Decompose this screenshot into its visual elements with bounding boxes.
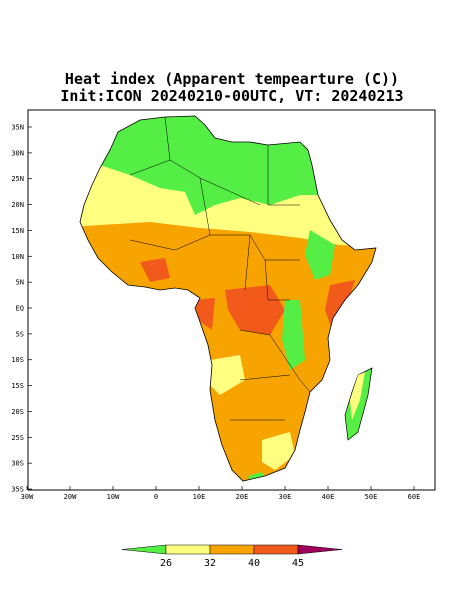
subtitle: Init:ICON 20240210-00UTC, VT: 20240213 — [60, 87, 403, 105]
lon-label: 30W — [21, 493, 34, 501]
colorbar-segment — [121, 544, 167, 555]
lat-label: 30N — [11, 149, 24, 157]
colorbar: 26 32 40 45 — [121, 544, 343, 569]
lon-label: 10E — [193, 493, 206, 501]
lon-label: 0 — [154, 493, 158, 501]
lon-label: 20W — [64, 493, 77, 501]
lon-label: 40E — [322, 493, 335, 501]
colorbar-label: 26 — [160, 558, 172, 569]
axes: 35N 30N 25N 20N 15N 10N 5N EQ 5S 10S 15S 20S 25S 30S 3… — [11, 124, 420, 502]
lat-label: 10N — [11, 253, 24, 261]
borders — [129, 116, 311, 421]
lat-label: 35S — [11, 486, 24, 494]
colorbar-label: 32 — [204, 558, 216, 569]
lon-label: 50E — [365, 493, 378, 501]
lon-label: 20E — [236, 493, 249, 501]
lat-label: 35N — [11, 124, 24, 132]
lat-label: 20N — [11, 201, 24, 209]
colorbar-label: 45 — [292, 558, 304, 569]
colorbar-segment — [209, 544, 255, 555]
title: Heat index (Apparent tempearture (C)) — [65, 70, 399, 88]
lon-label: 30E — [279, 493, 292, 501]
lat-label: EQ — [16, 305, 24, 313]
lat-label: 20S — [11, 408, 24, 416]
lon-label: 10W — [107, 493, 120, 501]
lat-label: 15S — [11, 382, 24, 390]
colorbar-segment — [253, 544, 299, 555]
coastline — [79, 115, 377, 482]
lat-label: 15N — [11, 227, 24, 235]
colorbar-segment — [297, 544, 343, 555]
madagascar-east — [350, 372, 365, 420]
lat-label: 5S — [16, 330, 24, 338]
colorbar-segment — [165, 544, 211, 555]
lat-label: 30S — [11, 460, 24, 468]
lat-label: 5N — [16, 279, 24, 287]
lat-label: 25N — [11, 175, 24, 183]
colorbar-label: 40 — [248, 558, 260, 569]
lat-label: 10S — [11, 356, 24, 364]
lon-label: 60E — [408, 493, 421, 501]
lat-label: 25S — [11, 434, 24, 442]
madagascar — [344, 367, 373, 441]
